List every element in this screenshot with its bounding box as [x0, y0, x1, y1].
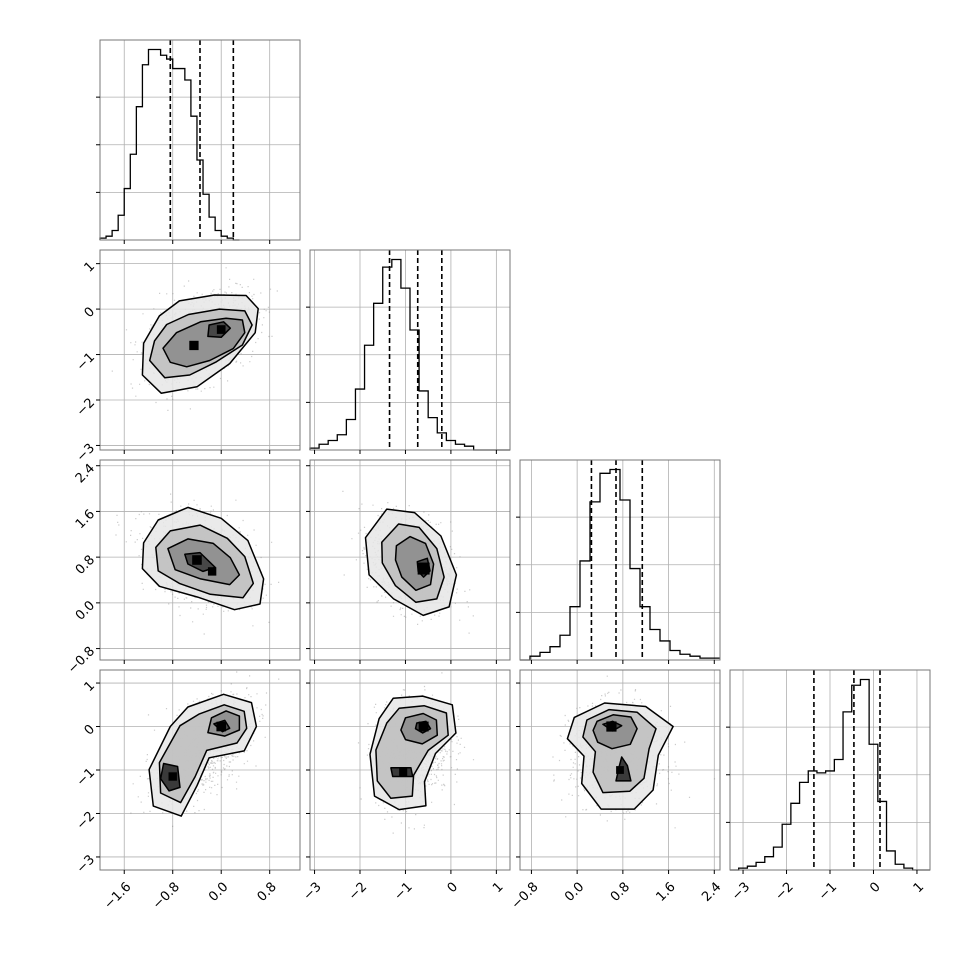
histogram-step [520, 468, 720, 661]
marginal-3 [726, 669, 931, 874]
x-tick-label: −0.8 [150, 880, 183, 913]
panel-content [115, 493, 280, 635]
y-tick-label: 2.4 [73, 461, 98, 486]
y-tick-label: −3 [74, 852, 98, 876]
contour-line [390, 767, 414, 778]
contour-line [566, 702, 674, 810]
contour-line [148, 308, 253, 379]
y-tick-label: −1 [74, 350, 98, 374]
panel-content [357, 670, 475, 834]
x-tick-label: −0.8 [509, 880, 542, 913]
panel-content [342, 490, 474, 634]
panel-frame [99, 249, 301, 451]
y-tick-label: 1 [82, 678, 98, 694]
y-tick-label: 0.0 [73, 598, 98, 623]
density-mode [399, 768, 408, 777]
contour-line [155, 524, 255, 599]
contour-line [414, 720, 432, 734]
x-tick-label: 1 [911, 880, 927, 896]
panel-content [552, 675, 716, 829]
density-mode [192, 555, 202, 565]
panel-content [130, 671, 280, 827]
marginal-0 [96, 39, 301, 244]
x-tick-label: 0 [445, 880, 461, 896]
contour-line [394, 535, 435, 592]
density-mode [168, 772, 177, 781]
contour-line [207, 710, 241, 737]
contour-line [207, 321, 232, 339]
contour-line [184, 551, 216, 573]
panel-frame [519, 459, 721, 661]
marginal-1 [306, 249, 511, 454]
x-tick-label: 1 [490, 880, 506, 896]
x-tick-label: 0.8 [255, 880, 280, 905]
contour-line [369, 695, 457, 811]
pair-panel-1-0 [96, 249, 301, 454]
histogram-step [99, 48, 240, 241]
y-tick-label: −2 [74, 395, 98, 419]
x-tick-label: −2 [773, 880, 797, 904]
y-tick-label: 0 [82, 305, 98, 321]
density-mode [189, 340, 199, 351]
panel-frame [99, 459, 301, 661]
contour-line [167, 538, 241, 586]
contour-line [158, 704, 248, 804]
x-tick-label: −1.6 [101, 880, 134, 913]
density-mode [418, 721, 429, 732]
contour-line [148, 693, 258, 817]
density-mode [616, 766, 624, 774]
contour-line [141, 506, 265, 611]
contour-line [602, 720, 623, 732]
x-tick-label: −1 [816, 880, 840, 904]
contour-line [400, 712, 439, 745]
histogram-step [730, 678, 930, 871]
x-tick-label: −3 [301, 880, 325, 904]
y-tick-label: 1 [82, 259, 98, 275]
density-mode [216, 721, 227, 732]
pair-panel-2-0 [96, 459, 301, 664]
x-tick-label: −1 [391, 880, 415, 904]
y-tick-label: 0.8 [73, 553, 98, 578]
panel-frame [309, 459, 511, 661]
pair-panel-3-2 [516, 669, 721, 874]
x-tick-label: 0.8 [608, 880, 633, 905]
density-mode [606, 721, 617, 732]
y-tick-label: 0 [82, 722, 98, 738]
contour-line [615, 756, 632, 782]
density-mode [417, 562, 430, 575]
contour-line [364, 508, 458, 617]
pair-panel-2-1 [306, 459, 511, 664]
contour-line [159, 762, 181, 792]
y-tick-label: −1 [74, 765, 98, 789]
marginal-2 [516, 459, 721, 664]
x-tick-label: −2 [346, 880, 370, 904]
contour-line [381, 523, 445, 604]
density-mode [216, 325, 226, 334]
x-tick-label: 0.0 [206, 880, 231, 905]
pair-panel-3-0 [96, 669, 301, 874]
y-tick-label: −0.8 [65, 644, 98, 677]
panel-frame [309, 249, 511, 451]
contour-line [213, 719, 231, 733]
density-mode [207, 567, 217, 576]
pair-panel-3-1 [306, 669, 511, 874]
x-tick-label: 1.6 [654, 880, 679, 905]
histogram-step [309, 258, 510, 451]
x-tick-label: 0.0 [562, 880, 587, 905]
contour-line [375, 704, 449, 800]
x-tick-label: −3 [729, 880, 753, 904]
y-tick-label: 1.6 [73, 507, 98, 532]
contour-line [592, 714, 638, 750]
contour-line [162, 317, 246, 368]
x-tick-label: 0 [867, 880, 883, 896]
contour-line [582, 708, 657, 794]
contour-line [141, 294, 259, 394]
y-tick-label: −2 [74, 809, 98, 833]
panel-content [111, 267, 278, 411]
panel-frame [99, 39, 301, 241]
contour-line [416, 557, 431, 578]
x-tick-label: 2.4 [699, 880, 724, 905]
